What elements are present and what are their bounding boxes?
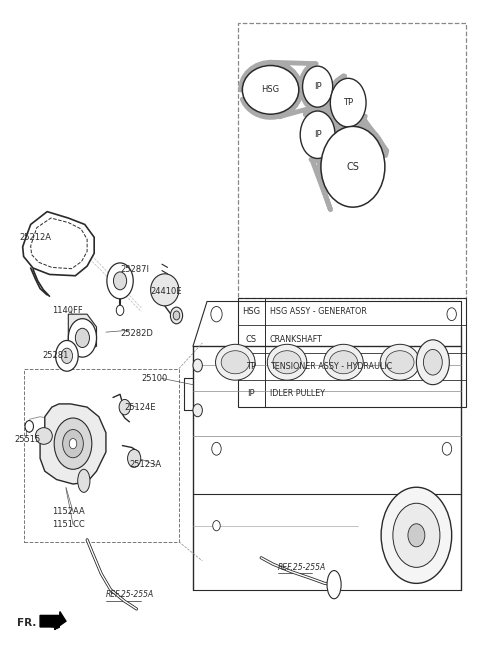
Circle shape bbox=[107, 263, 133, 299]
Circle shape bbox=[128, 449, 141, 468]
Ellipse shape bbox=[273, 351, 301, 374]
Circle shape bbox=[423, 349, 442, 375]
Text: IP: IP bbox=[248, 389, 255, 398]
Ellipse shape bbox=[267, 344, 307, 380]
Circle shape bbox=[173, 311, 180, 320]
Circle shape bbox=[330, 78, 366, 127]
Circle shape bbox=[300, 111, 335, 158]
Polygon shape bbox=[68, 314, 96, 353]
Text: HSG: HSG bbox=[262, 86, 280, 94]
Text: 25287I: 25287I bbox=[120, 265, 149, 274]
Circle shape bbox=[393, 504, 440, 567]
Text: 25515: 25515 bbox=[14, 435, 40, 443]
Text: 1140FF: 1140FF bbox=[52, 307, 83, 315]
Circle shape bbox=[25, 421, 34, 432]
Circle shape bbox=[381, 487, 452, 583]
Text: 1152AA: 1152AA bbox=[52, 507, 84, 516]
Text: REF.25-255A: REF.25-255A bbox=[277, 563, 326, 572]
Bar bbox=[24, 369, 179, 542]
Circle shape bbox=[75, 328, 89, 347]
Text: CS: CS bbox=[246, 334, 257, 343]
Text: TENSIONER ASSY - HYDRAULIC: TENSIONER ASSY - HYDRAULIC bbox=[270, 362, 392, 371]
Text: 24410E: 24410E bbox=[151, 287, 182, 296]
Text: 25212A: 25212A bbox=[19, 233, 51, 242]
Circle shape bbox=[61, 348, 72, 364]
Polygon shape bbox=[23, 212, 94, 276]
Circle shape bbox=[68, 318, 96, 357]
Ellipse shape bbox=[78, 470, 90, 492]
Text: HSG ASSY - GENERATOR: HSG ASSY - GENERATOR bbox=[270, 307, 367, 317]
Text: 25281: 25281 bbox=[42, 351, 69, 360]
Circle shape bbox=[302, 66, 333, 107]
Ellipse shape bbox=[216, 344, 255, 380]
Text: 25123A: 25123A bbox=[130, 460, 162, 470]
Text: IP: IP bbox=[314, 82, 322, 91]
Polygon shape bbox=[40, 611, 66, 630]
Text: TP: TP bbox=[343, 98, 353, 107]
Circle shape bbox=[116, 305, 124, 315]
Ellipse shape bbox=[221, 351, 250, 374]
Circle shape bbox=[213, 521, 220, 531]
Ellipse shape bbox=[63, 430, 84, 458]
Polygon shape bbox=[31, 218, 87, 269]
Circle shape bbox=[416, 340, 449, 385]
Text: 1151CC: 1151CC bbox=[52, 520, 84, 529]
Circle shape bbox=[69, 439, 77, 449]
Text: 25124E: 25124E bbox=[125, 403, 156, 411]
Circle shape bbox=[170, 307, 182, 324]
Circle shape bbox=[447, 308, 456, 320]
Text: IP: IP bbox=[314, 130, 322, 139]
Circle shape bbox=[442, 442, 452, 455]
Text: 25100: 25100 bbox=[141, 374, 168, 383]
Polygon shape bbox=[40, 404, 106, 484]
Ellipse shape bbox=[324, 344, 363, 380]
Ellipse shape bbox=[151, 274, 179, 306]
Bar bbox=[238, 22, 466, 298]
Circle shape bbox=[113, 272, 127, 290]
Text: 25282D: 25282D bbox=[120, 329, 153, 338]
Text: CRANKSHAFT: CRANKSHAFT bbox=[270, 334, 323, 343]
Circle shape bbox=[211, 307, 222, 322]
Ellipse shape bbox=[54, 418, 92, 470]
Text: FR.: FR. bbox=[16, 618, 36, 628]
Ellipse shape bbox=[386, 351, 414, 374]
Text: REF.25-255A: REF.25-255A bbox=[106, 591, 154, 600]
Text: TP: TP bbox=[246, 362, 256, 371]
Circle shape bbox=[56, 341, 78, 371]
Ellipse shape bbox=[36, 428, 52, 444]
Circle shape bbox=[408, 524, 425, 547]
Text: CS: CS bbox=[347, 162, 360, 172]
Ellipse shape bbox=[242, 65, 299, 114]
Circle shape bbox=[119, 400, 131, 415]
Circle shape bbox=[193, 359, 203, 372]
Circle shape bbox=[193, 404, 203, 417]
Bar bbox=[238, 298, 466, 407]
Text: IDLER PULLEY: IDLER PULLEY bbox=[270, 389, 324, 398]
Ellipse shape bbox=[329, 351, 358, 374]
Ellipse shape bbox=[380, 344, 420, 380]
Text: HSG: HSG bbox=[242, 307, 260, 317]
Ellipse shape bbox=[327, 570, 341, 599]
Ellipse shape bbox=[321, 126, 385, 207]
Circle shape bbox=[212, 442, 221, 455]
